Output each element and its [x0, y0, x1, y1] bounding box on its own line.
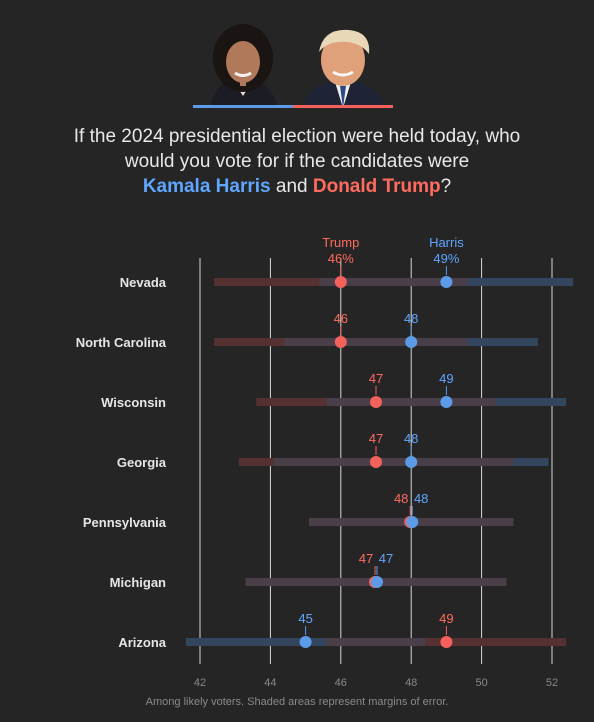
trump-value-label-michigan: 47 [359, 551, 373, 566]
question-mark: ? [440, 176, 452, 197]
trump-value-label-georgia: 47 [369, 431, 383, 446]
overlap-moe-band-north-carolina [284, 338, 468, 346]
harris-value-label-michigan: 47 [379, 551, 393, 566]
overlap-moe-band-wisconsin [326, 398, 496, 406]
trump-value-label-pennsylvania: 48 [394, 491, 408, 506]
harris-portrait [193, 18, 293, 108]
harris-dot-nevada [440, 276, 453, 288]
x-tick-label-52: 52 [546, 677, 558, 689]
x-tick-label-50: 50 [475, 677, 487, 689]
trump-value-label-north-carolina: 46 [334, 311, 348, 326]
trump-value-label-nevada: 46% [328, 251, 354, 266]
harris-dot-michigan [371, 576, 383, 588]
trump-name: Donald Trump [312, 176, 441, 197]
state-label-north-carolina: North Carolina [76, 335, 167, 350]
harris-value-label-wisconsin: 49 [439, 371, 453, 386]
question-line-3: Kamala Harris and Donald Trump? [30, 174, 564, 199]
harris-name: Kamala Harris [142, 176, 271, 197]
harris-value-label-georgia: 48 [404, 431, 418, 446]
state-label-wisconsin: Wisconsin [101, 395, 166, 410]
state-label-michigan: Michigan [110, 575, 166, 590]
trump-portrait [293, 18, 393, 108]
harris-value-label-arizona: 45 [298, 611, 312, 626]
harris-value-label-north-carolina: 48 [404, 311, 418, 326]
legend-trump: Trump [322, 235, 359, 250]
question-headline: If the 2024 presidential election were h… [30, 124, 564, 199]
state-label-georgia: Georgia [117, 455, 167, 470]
candidate-portraits [193, 18, 393, 110]
harris-dot-wisconsin [440, 396, 453, 408]
overlap-moe-band-nevada [319, 278, 468, 286]
x-tick-label-46: 46 [335, 677, 347, 689]
overlap-moe-band-arizona [326, 638, 426, 646]
conjunction: and [275, 176, 308, 197]
trump-value-label-wisconsin: 47 [369, 371, 383, 386]
trump-portrait-underline [293, 105, 393, 108]
x-tick-label-48: 48 [405, 677, 417, 689]
question-line-2: would you vote for if the candidates wer… [124, 151, 470, 172]
chart-footnote: Among likely voters. Shaded areas repres… [145, 696, 449, 708]
question-line-1: If the 2024 presidential election were h… [73, 126, 521, 147]
legend-harris: Harris [429, 235, 464, 250]
state-label-pennsylvania: Pennsylvania [83, 515, 167, 530]
overlap-moe-band-georgia [273, 458, 514, 466]
state-label-nevada: Nevada [120, 275, 167, 290]
trump-dot-georgia [370, 456, 382, 468]
trump-dot-wisconsin [370, 396, 382, 408]
harris-portrait-underline [193, 105, 293, 108]
harris-dot-georgia [405, 456, 418, 468]
trump-dot-nevada [334, 276, 347, 288]
harris-dot-north-carolina [405, 336, 418, 348]
x-tick-label-44: 44 [264, 677, 276, 689]
state-label-arizona: Arizona [118, 635, 166, 650]
harris-value-label-pennsylvania: 48 [414, 491, 428, 506]
harris-dot-pennsylvania [406, 516, 419, 528]
trump-dot-north-carolina [334, 336, 347, 348]
harris-dot-arizona [299, 636, 312, 648]
trump-dot-arizona [440, 636, 453, 648]
harris-value-label-nevada: 49% [433, 251, 459, 266]
x-tick-label-42: 42 [194, 677, 206, 689]
trump-value-label-arizona: 49 [439, 611, 453, 626]
